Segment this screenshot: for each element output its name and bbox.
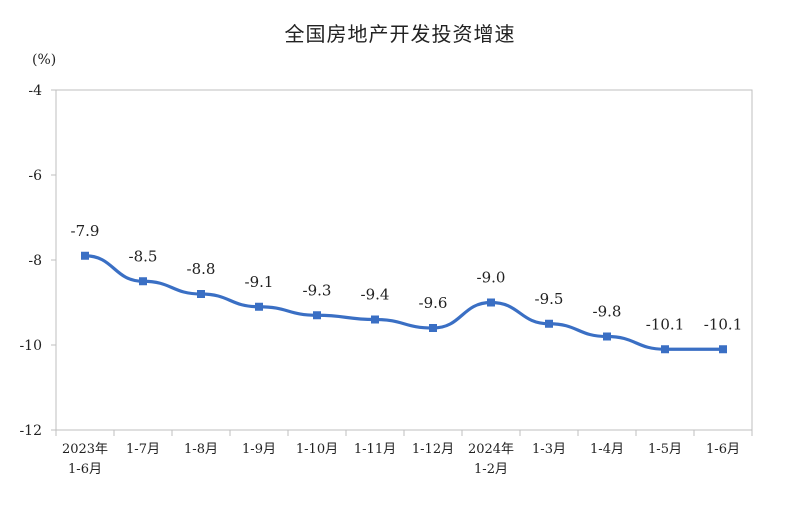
data-point-marker bbox=[719, 345, 727, 354]
x-tick-label: 1-6月 bbox=[706, 442, 740, 457]
data-point-marker bbox=[487, 298, 495, 307]
data-label: -9.6 bbox=[419, 294, 448, 312]
data-point-marker bbox=[603, 332, 611, 341]
y-tick-label: -8 bbox=[28, 253, 42, 269]
data-point-marker bbox=[371, 315, 379, 324]
data-label: -9.3 bbox=[303, 281, 332, 299]
data-point-marker bbox=[139, 277, 147, 286]
data-point-marker bbox=[81, 251, 89, 260]
y-tick-label: -6 bbox=[28, 168, 42, 184]
x-tick-label: 1-10月 bbox=[296, 442, 338, 457]
y-tick-label: -4 bbox=[28, 83, 42, 99]
x-tick-label: 1-8月 bbox=[184, 442, 218, 457]
y-tick-label: -10 bbox=[19, 338, 42, 354]
data-label: -9.1 bbox=[245, 273, 274, 291]
data-label: -7.9 bbox=[71, 222, 100, 240]
x-tick-label: 1-3月 bbox=[532, 442, 566, 457]
data-label: -9.8 bbox=[593, 303, 622, 321]
x-tick-label: 1-7月 bbox=[126, 442, 160, 457]
chart-title: 全国房地产开发投资增速 bbox=[284, 22, 516, 46]
x-tick-label: 1-5月 bbox=[648, 442, 682, 457]
x-tick-label-line2: 1-6月 bbox=[68, 462, 102, 477]
data-point-marker bbox=[545, 319, 553, 328]
x-tick-label: 2024年 bbox=[468, 442, 514, 457]
y-axis-unit-label: (%) bbox=[32, 52, 56, 68]
x-tick-label-line2: 1-2月 bbox=[474, 462, 508, 477]
y-tick-label: -12 bbox=[19, 423, 42, 439]
data-point-marker bbox=[661, 345, 669, 354]
data-label: -9.5 bbox=[535, 290, 564, 308]
data-label: -9.4 bbox=[361, 286, 390, 304]
data-label: -10.1 bbox=[704, 315, 742, 333]
x-tick-label: 1-12月 bbox=[412, 442, 454, 457]
data-label: -10.1 bbox=[646, 315, 684, 333]
data-point-marker bbox=[429, 324, 437, 332]
data-label: -9.0 bbox=[477, 269, 506, 287]
data-point-marker bbox=[313, 311, 321, 320]
data-label: -8.5 bbox=[129, 247, 158, 265]
x-tick-label: 1-11月 bbox=[354, 442, 396, 457]
plot-area-frame bbox=[55, 89, 753, 431]
x-tick-label: 2023年 bbox=[62, 442, 108, 457]
data-point-marker bbox=[255, 302, 263, 311]
data-label: -8.8 bbox=[187, 260, 216, 278]
x-tick-label: 1-9月 bbox=[242, 442, 276, 457]
data-point-marker bbox=[197, 290, 205, 298]
x-tick-label: 1-4月 bbox=[590, 442, 624, 457]
series-line bbox=[84, 254, 723, 351]
